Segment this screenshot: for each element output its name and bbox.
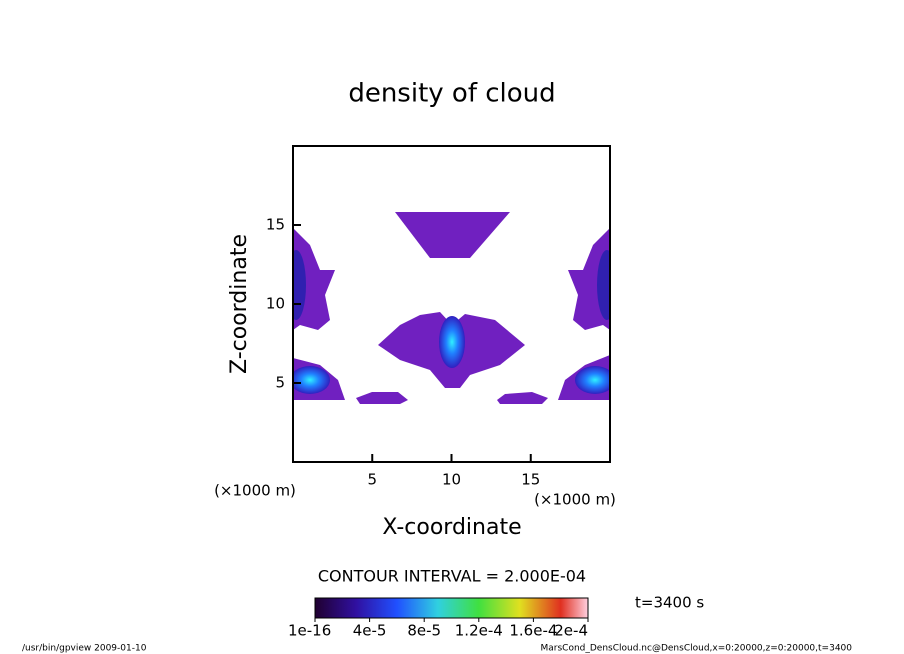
x-unit: (×1000 m) [214,482,296,500]
footer-left: /usr/bin/gpview 2009-01-10 [22,644,147,654]
footer-right: MarsCond_DensCloud.nc@DensCloud,x=0:2000… [541,644,853,654]
plot-frame [292,145,611,463]
x-axis-label: X-coordinate [382,515,521,540]
contour-field [293,212,610,404]
colorbar-tick-label: 1e-16 [288,622,331,640]
colorbar-tick-label: 2e-4 [554,622,588,640]
chart-title: density of cloud [348,79,555,109]
y-axis-label: Z-coordinate [227,234,252,374]
time-label: t=3400 s [635,594,704,612]
y-tick-label: 5 [275,374,285,392]
colorbar-tick-label: 1.2e-4 [455,622,503,640]
colorbar-tick-label: 1.6e-4 [509,622,557,640]
contour-interval: CONTOUR INTERVAL = 2.000E-04 [318,567,586,586]
x-tick-label: 10 [442,471,461,489]
y-unit: (×1000 m) [534,491,616,509]
colorbar-tick-label: 8e-5 [407,622,441,640]
y-tick-label: 15 [266,216,285,234]
colorbar [314,597,589,619]
x-tick-label: 15 [521,471,540,489]
x-tick-label: 5 [367,471,377,489]
colorbar-tick-label: 4e-5 [353,622,387,640]
y-tick-label: 10 [266,295,285,313]
